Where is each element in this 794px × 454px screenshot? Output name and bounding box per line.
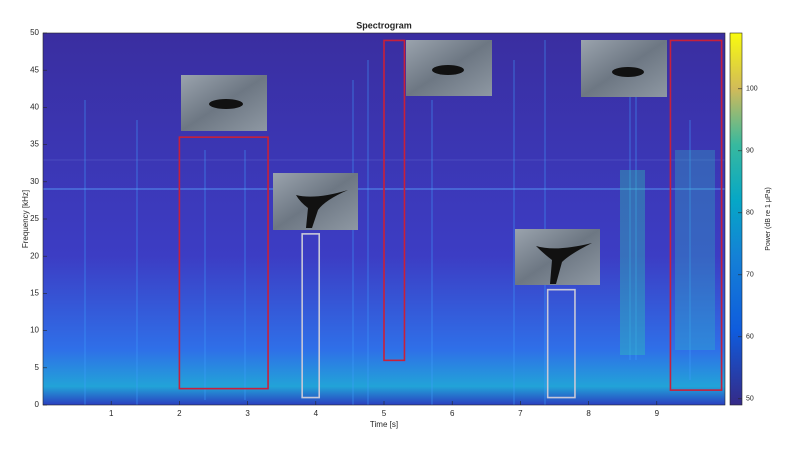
y-tick-label: 20 bbox=[30, 251, 39, 260]
spectral-streaks bbox=[84, 40, 691, 405]
x-axis-label: Time [s] bbox=[370, 420, 398, 429]
x-tick-label: 1 bbox=[109, 409, 114, 418]
colorbar-tick-label: 90 bbox=[746, 148, 754, 155]
colorbar bbox=[729, 32, 743, 406]
colorbar-tick-label: 70 bbox=[746, 272, 754, 279]
annotation-box bbox=[669, 39, 723, 391]
y-tick-label: 10 bbox=[30, 326, 39, 335]
colorbar-label: Power (dB re 1 μPa) bbox=[765, 187, 772, 251]
x-tick-label: 4 bbox=[314, 409, 319, 418]
x-tick-label: 3 bbox=[245, 409, 250, 418]
y-tick-label: 35 bbox=[30, 140, 39, 149]
annotation-box bbox=[546, 288, 576, 399]
y-tick-label: 45 bbox=[30, 65, 39, 74]
colorbar-tick-label: 100 bbox=[746, 86, 758, 93]
photos bbox=[181, 40, 667, 285]
chart-title: Spectrogram bbox=[356, 20, 412, 30]
x-tick-label: 5 bbox=[382, 409, 387, 418]
x-tick-label: 2 bbox=[177, 409, 182, 418]
colorbar-tick-label: 80 bbox=[746, 210, 754, 217]
x-tick-label: 6 bbox=[450, 409, 455, 418]
y-tick-label: 0 bbox=[35, 400, 40, 409]
y-tick-label: 40 bbox=[30, 103, 39, 112]
colorbar-tick-label: 60 bbox=[746, 334, 754, 341]
x-tick-label: 7 bbox=[518, 409, 523, 418]
y-tick-label: 30 bbox=[30, 177, 39, 186]
y-tick-label: 15 bbox=[30, 289, 39, 298]
y-tick-label: 50 bbox=[30, 28, 39, 37]
y-axis-label: Frequency [kHz] bbox=[21, 190, 30, 248]
x-tick-label: 9 bbox=[655, 409, 660, 418]
colorbar-tick-label: 50 bbox=[746, 396, 754, 403]
x-tick-label: 8 bbox=[586, 409, 591, 418]
annotation-box bbox=[301, 233, 321, 399]
y-tick-label: 25 bbox=[30, 214, 39, 223]
y-tick-label: 5 bbox=[35, 363, 40, 372]
annotation-box bbox=[178, 136, 269, 390]
annotation-box bbox=[383, 39, 406, 362]
